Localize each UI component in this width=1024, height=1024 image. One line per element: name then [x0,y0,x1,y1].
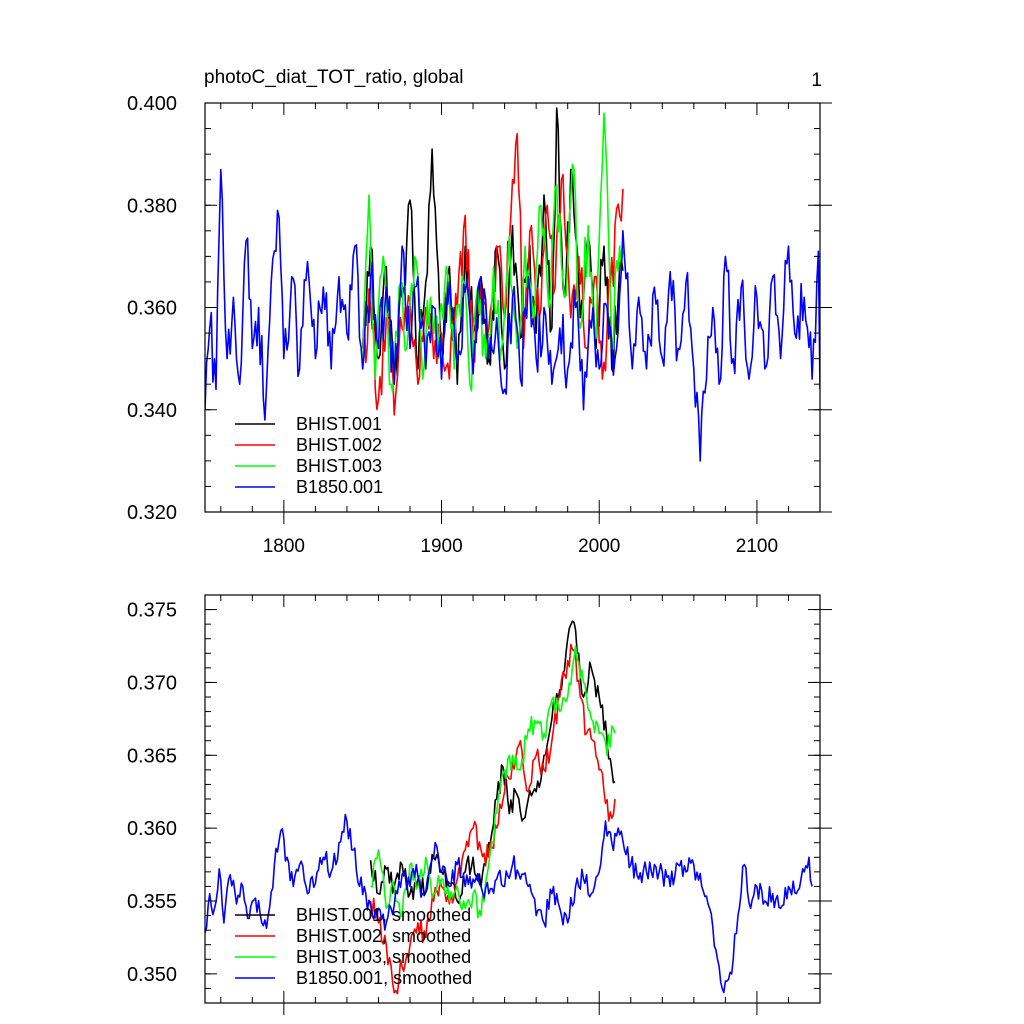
y-tick-label: 0.375 [127,600,177,622]
bottom-smoothed-line-plot: 0.350 0.355 0.360 0.365 0.370 0.375 BHIST.001,… [127,594,832,1015]
series-line-bhist-001 [361,107,624,385]
x-tick-label: 1800 [263,536,305,557]
y-tick-label: 0.370 [127,672,177,694]
legend-label: B1850.001 [296,477,383,497]
series-line-bhist-003 [361,112,624,393]
y-tick-label: 0.320 [127,502,177,524]
legend-label: BHIST.003, smoothed [296,947,471,967]
series-line-b1850-001-smoothed [205,813,813,994]
series-line-bhist-003-smoothed [370,645,616,919]
chart-title: photoC_diat_TOT_ratio, global [204,67,463,88]
x-tick-label: 1900 [420,536,462,557]
legend-label: B1850.001, smoothed [296,968,472,988]
y-tick-label: 0.340 [127,400,177,422]
top-line-plot: 1800 1900 2000 2100 0.320 0.340 0.360 0.380 0.40… [127,93,832,557]
y-tick-label: 0.355 [127,891,177,913]
legend-label: BHIST.001, smoothed [296,905,471,925]
legend-label: BHIST.002, smoothed [296,926,471,946]
y-tick-label: 0.360 [127,298,177,320]
legend-label: BHIST.003 [296,456,382,476]
y-tick-label: 0.380 [127,195,177,217]
series-line-bhist-001-smoothed [369,620,616,905]
x-tick-label: 2100 [736,536,778,557]
y-tick-label: 0.360 [127,818,177,840]
panel-number: 1 [811,70,822,91]
legend-label: BHIST.001 [296,414,382,434]
y-tick-label: 0.365 [127,745,177,767]
x-tick-label: 2000 [578,536,620,557]
y-tick-label: 0.400 [127,93,177,115]
series-line-b1850-001 [205,168,820,462]
legend-label: BHIST.002 [296,435,382,455]
y-tick-label: 0.350 [127,964,177,986]
